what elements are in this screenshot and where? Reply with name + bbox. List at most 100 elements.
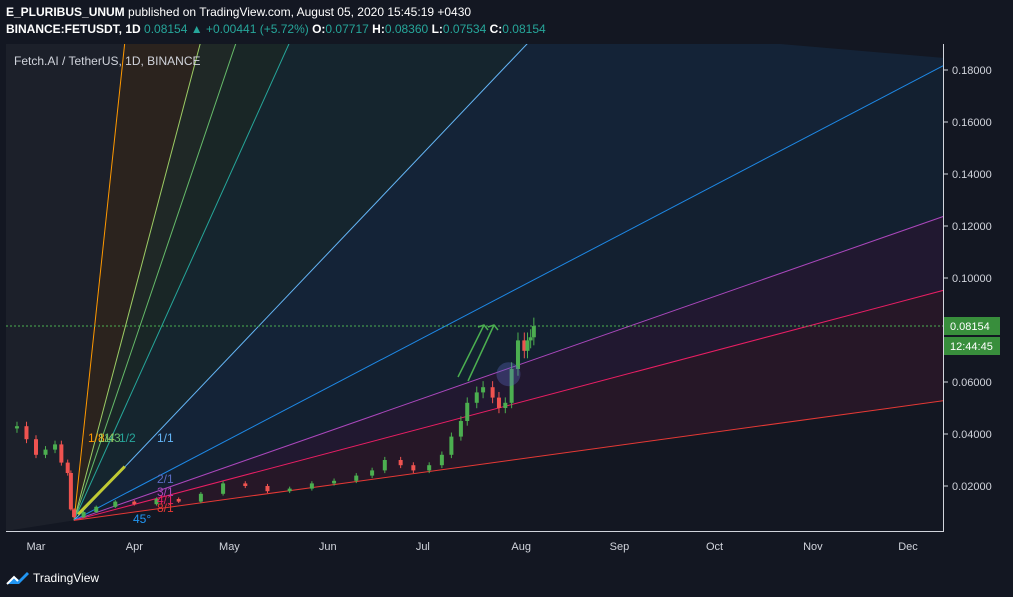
- candle-body: [332, 480, 337, 484]
- candle-body: [176, 499, 181, 502]
- candle-body: [522, 340, 527, 351]
- price-tick-label: 0.12000: [952, 221, 992, 233]
- countdown-tag: [944, 336, 1000, 355]
- candle-body: [439, 454, 444, 466]
- time-tick-label: Apr: [126, 541, 143, 553]
- candle-body: [221, 483, 226, 494]
- footer: TradingView: [0, 562, 1013, 597]
- candle-body: [59, 444, 64, 463]
- last-price-tag: [944, 316, 1000, 335]
- tradingview-brand[interactable]: TradingView: [6, 571, 99, 585]
- candle-body: [154, 499, 159, 505]
- candle-body: [515, 340, 520, 369]
- candle-body: [309, 483, 314, 489]
- time-axis[interactable]: Mar Apr May Jun Jul Aug Sep Oct Nov Dec: [6, 532, 943, 560]
- candle-body: [68, 473, 73, 510]
- candle-body: [198, 493, 203, 502]
- candle-body: [449, 436, 454, 455]
- gann-label: 1/1: [157, 431, 174, 445]
- chart-canvas[interactable]: 1/8 1/4 1/3 1/2 1/1 2/1 3/1 4/1 8/1 45° Fetch.AI …: [6, 44, 944, 532]
- candle-body: [411, 465, 416, 471]
- candle-body: [113, 501, 118, 507]
- candle-body: [94, 506, 99, 512]
- price-tick-label: 0.02000: [952, 481, 992, 493]
- price-tick-label: 0.04000: [952, 429, 992, 441]
- trend-arrow: [457, 324, 485, 378]
- candle-body: [265, 486, 270, 492]
- candle-body: [34, 439, 38, 455]
- tradingview-logo-icon: [6, 572, 29, 585]
- gann-label: 1/2: [119, 431, 136, 445]
- gann-label: 3/1: [157, 485, 174, 499]
- high-label: H:: [372, 22, 385, 36]
- published-text: published on TradingView.com, August 05,…: [128, 5, 472, 19]
- trend-arrow: [467, 324, 495, 382]
- candle-body: [14, 426, 19, 429]
- time-tick-label: Jul: [416, 541, 430, 553]
- price-tick-label: 0.14000: [952, 169, 992, 181]
- publish-line: E_PLURIBUS_UNUM published on TradingView…: [6, 5, 471, 19]
- gann-fan-line: [73, 65, 943, 521]
- candle-body: [474, 392, 479, 403]
- low-label: L:: [431, 22, 443, 36]
- time-axis-svg: Mar Apr May Jun Jul Aug Sep Oct Nov Dec: [27, 541, 919, 553]
- gann-fan-line: [73, 44, 126, 521]
- trend-segment: [76, 465, 126, 516]
- change-arrow-icon: ▲: [190, 22, 203, 36]
- price-plot[interactable]: 1/81/41/31/2 1/1 2/13/14/18/1 45°: [6, 44, 943, 531]
- candle-body: [370, 470, 375, 476]
- trend-arrow-head: [477, 324, 489, 331]
- gann-fan-line: [73, 400, 943, 521]
- time-tick-label: Nov: [803, 541, 823, 553]
- countdown-tag-text: 12:44:45: [950, 341, 993, 353]
- price-axis[interactable]: 0.020000.040000.060000.080000.100000.120…: [944, 44, 1013, 531]
- candle-body: [481, 387, 486, 393]
- gann-angle-label: 45°: [133, 512, 151, 526]
- high-value: 0.08360: [384, 22, 429, 36]
- candle-body: [427, 465, 432, 471]
- candle-body: [458, 421, 463, 437]
- gann-fan-line: [73, 44, 237, 521]
- time-tick-label: May: [219, 541, 240, 553]
- gann-fan-line: [73, 289, 943, 521]
- candle-body: [528, 337, 533, 341]
- highlight-circle: [496, 362, 521, 387]
- candle-body: [72, 509, 77, 518]
- candle-body: [132, 501, 137, 505]
- price-tick-label: 0.18000: [952, 65, 992, 77]
- ohlc-line: BINANCE:FETUSDT, 1D 0.08154 ▲ +0.00441 (…: [6, 22, 546, 36]
- candle-body: [490, 387, 495, 398]
- candle-body: [81, 512, 86, 518]
- candle-body: [24, 426, 29, 440]
- trend-arrow-head: [487, 324, 499, 331]
- candle-body: [382, 460, 387, 471]
- gann-label: 2/1: [157, 472, 174, 486]
- candle-body: [525, 340, 530, 351]
- gann-label: 1/8: [88, 431, 105, 445]
- symbol-label: BINANCE:FETUSDT, 1D: [6, 22, 141, 36]
- close-label: C:: [489, 22, 503, 36]
- candle-body: [398, 460, 403, 466]
- price-tick-label: 0.10000: [952, 273, 992, 285]
- change-value: +0.00441 (+5.72%): [205, 22, 309, 36]
- low-value: 0.07534: [442, 22, 487, 36]
- candle-body: [531, 326, 536, 338]
- gann-fan-zone: [74, 44, 943, 521]
- price-tick-label: 0.16000: [952, 117, 992, 129]
- last-price: 0.08154: [144, 22, 188, 36]
- brand-text: TradingView: [33, 571, 100, 585]
- time-tick-label: Jun: [319, 541, 337, 553]
- last-price-tag-text: 0.08154: [950, 321, 990, 333]
- time-tick-label: Dec: [898, 541, 918, 553]
- candle-body: [65, 462, 70, 473]
- price-axis-svg: 0.020000.040000.060000.080000.100000.120…: [944, 65, 1000, 493]
- gann-fan-line: [73, 44, 528, 521]
- gann-fan-line: [73, 216, 943, 521]
- candle-body: [465, 402, 470, 421]
- gann-fan-line: [73, 44, 201, 521]
- candle-body: [243, 483, 248, 486]
- author-name[interactable]: E_PLURIBUS_UNUM: [6, 5, 125, 19]
- plot-layer: 1/81/41/31/2 1/1 2/13/14/18/1 45°: [6, 44, 943, 531]
- candle-body: [43, 449, 48, 455]
- close-value: 0.08154: [502, 22, 546, 36]
